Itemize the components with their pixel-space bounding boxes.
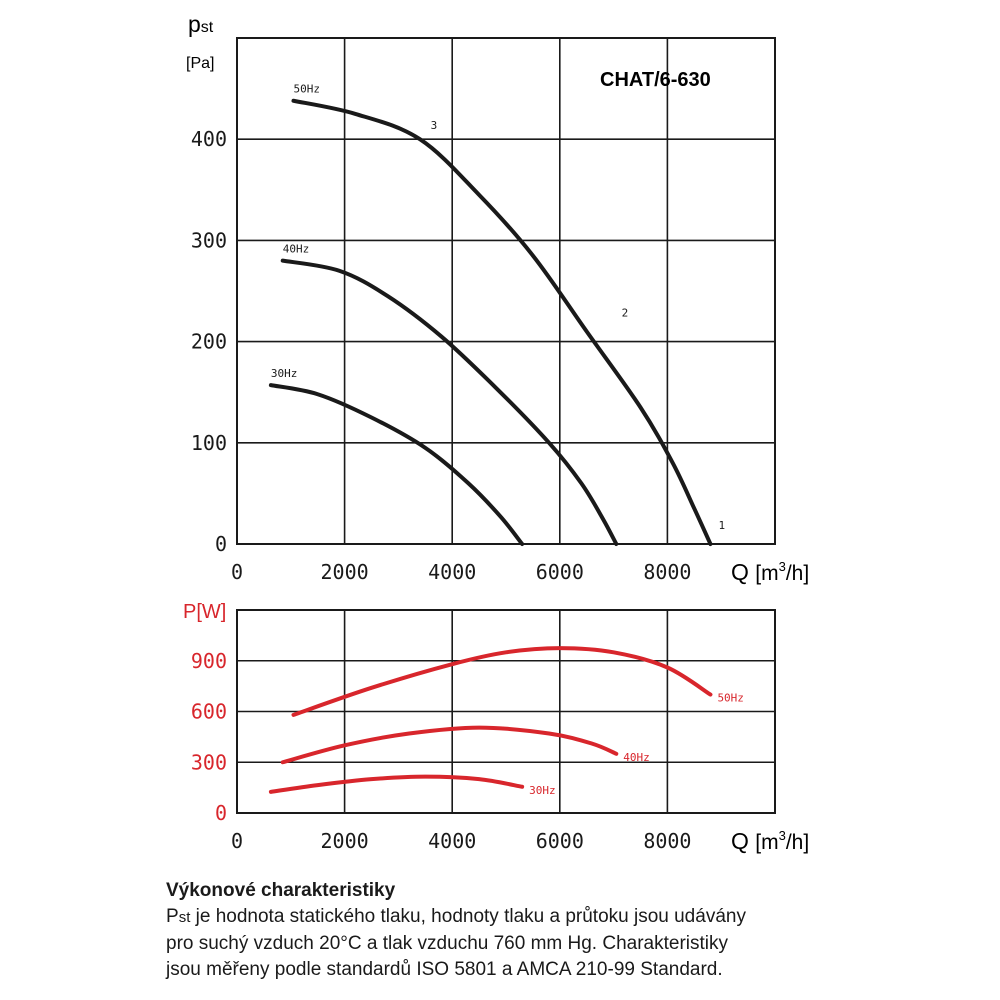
y-axis-label: pst: [188, 11, 214, 37]
x-tick-label: 0: [231, 560, 243, 584]
pressure-curve-30Hz: [268, 383, 525, 546]
caption-title: Výkonové charakteristiky: [166, 880, 396, 901]
y-tick-label: 200: [191, 330, 227, 354]
pressure-chart: 0 2000 4000 6000 8000 0 100 200 300 400 pst [Pa] Q […: [186, 11, 809, 585]
caption-line-1: Pst je hodnota statického tlaku, hodnoty…: [166, 904, 886, 931]
x-tick-label: 4000: [428, 829, 476, 853]
x-tick-label: 6000: [536, 560, 584, 584]
y-tick-label: 100: [191, 431, 227, 455]
power-chart: 0 2000 4000 6000 8000 0 300 600 900 P[W] Q [m3/h] 5…: [183, 601, 809, 854]
pressure-curve-40Hz: [280, 258, 619, 546]
y-tick-label: 400: [191, 127, 227, 151]
power-curve-50Hz: [291, 646, 713, 717]
curve-label-30Hz: 30Hz: [529, 784, 556, 797]
curve-label-40Hz: 40Hz: [623, 751, 650, 764]
y-tick-label: 0: [215, 532, 227, 556]
x-axis-label: Q [m3/h]: [731, 559, 809, 585]
operating-point-label: 2: [622, 306, 629, 319]
x-tick-label: 2000: [321, 829, 369, 853]
x-tick-label: 2000: [321, 560, 369, 584]
caption-line-2: pro suchý vzduch 20°C a tlak vzduchu 760…: [166, 933, 729, 954]
x-tick-label: 8000: [643, 829, 691, 853]
y-axis-label: P[W]: [183, 601, 226, 623]
power-curve-30Hz: [268, 774, 525, 794]
caption: Výkonové charakteristiky Pst je hodnota …: [166, 878, 886, 983]
plot-frame: [236, 37, 776, 545]
x-tick-label: 4000: [428, 560, 476, 584]
caption-line-1-text: je hodnota statického tlaku, hodnoty tla…: [190, 906, 746, 927]
caption-line-3: jsou měřeny podle standardů ISO 5801 a A…: [166, 959, 723, 980]
operating-point-label: 1: [719, 519, 726, 532]
x-axis-label: Q [m3/h]: [731, 828, 809, 854]
y-tick-label: 600: [191, 700, 227, 724]
caption-symbol: P: [166, 906, 179, 927]
y-tick-label: 0: [215, 801, 227, 825]
operating-point-label: 3: [431, 119, 438, 132]
y-tick-label: 300: [191, 228, 227, 252]
caption-symbol-sub: st: [178, 909, 191, 926]
y-tick-label: 300: [191, 750, 227, 774]
chart-title: CHAT/6-630: [600, 69, 711, 91]
y-axis-unit: [Pa]: [186, 55, 214, 72]
curve-label-40Hz: 40Hz: [283, 243, 310, 256]
pressure-curve-50Hz: [291, 98, 713, 546]
plot-frame: [236, 609, 776, 814]
power-curve-40Hz: [280, 725, 619, 765]
curve-label-50Hz: 50Hz: [717, 692, 744, 705]
curve-label-30Hz: 30Hz: [271, 367, 298, 380]
curve-label-50Hz: 50Hz: [293, 83, 320, 96]
x-tick-label: 6000: [536, 829, 584, 853]
x-tick-label: 0: [231, 829, 243, 853]
x-tick-label: 8000: [643, 560, 691, 584]
y-tick-label: 900: [191, 649, 227, 673]
